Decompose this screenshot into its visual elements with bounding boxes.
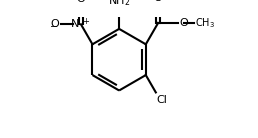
Text: O: O bbox=[51, 19, 59, 29]
Text: Cl: Cl bbox=[157, 95, 167, 105]
Text: NH$_2$: NH$_2$ bbox=[108, 0, 130, 8]
Text: O: O bbox=[180, 18, 188, 28]
Text: N: N bbox=[71, 19, 79, 29]
Text: O: O bbox=[154, 0, 163, 3]
Text: CH$_3$: CH$_3$ bbox=[195, 16, 215, 30]
Text: −: − bbox=[50, 22, 58, 32]
Text: O: O bbox=[77, 0, 85, 4]
Text: +: + bbox=[82, 18, 88, 26]
